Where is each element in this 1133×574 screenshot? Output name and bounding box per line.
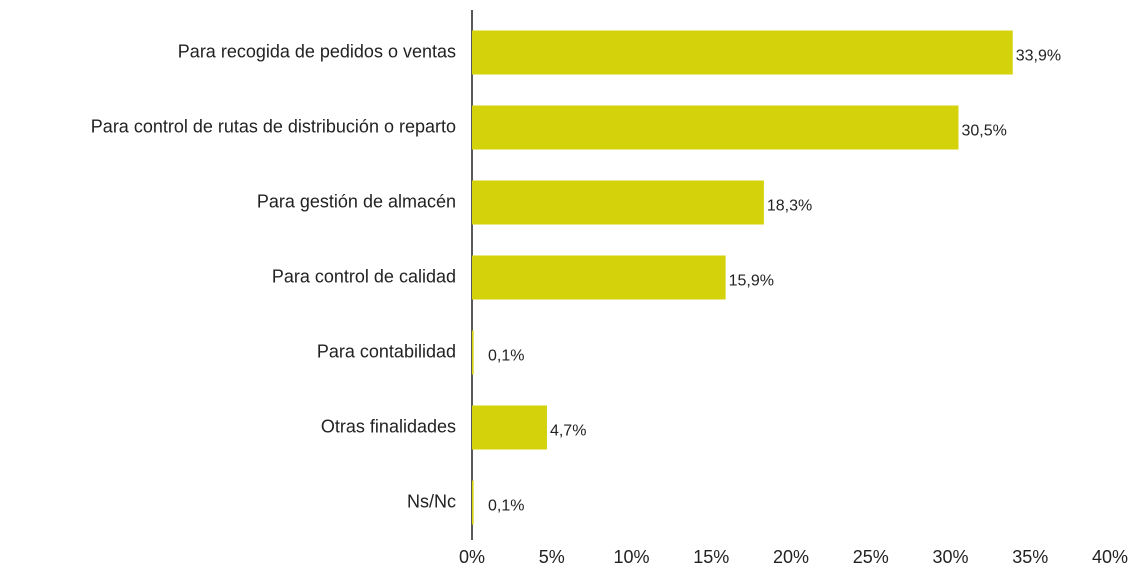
value-label: 30,5% [961,123,1006,140]
bar [472,405,547,450]
bar [472,105,959,150]
category-label: Para control de calidad [272,266,456,286]
bar [472,30,1013,75]
value-label: 4,7% [550,423,586,440]
value-label: 0,1% [488,348,524,365]
x-tick-label: 0% [459,547,485,567]
value-label: 0,1% [488,498,524,515]
bar [472,255,726,300]
x-tick-label: 5% [539,547,565,567]
value-label: 18,3% [767,198,812,215]
category-label: Para recogida de pedidos o ventas [178,41,456,61]
x-tick-label: 20% [773,547,809,567]
x-tick-label: 25% [853,547,889,567]
bar [472,330,474,375]
category-label: Ns/Nc [407,491,456,511]
x-tick-label: 40% [1092,547,1128,567]
x-tick-label: 10% [613,547,649,567]
x-tick-label: 30% [932,547,968,567]
bar [472,180,764,225]
category-label: Para contabilidad [317,341,456,361]
value-label: 33,9% [1016,48,1061,65]
bar [472,480,474,525]
x-tick-label: 35% [1012,547,1048,567]
category-label: Para control de rutas de distribución o … [91,116,456,136]
x-tick-label: 15% [693,547,729,567]
value-label: 15,9% [729,273,774,290]
category-label: Otras finalidades [321,416,456,436]
category-label: Para gestión de almacén [257,191,456,211]
